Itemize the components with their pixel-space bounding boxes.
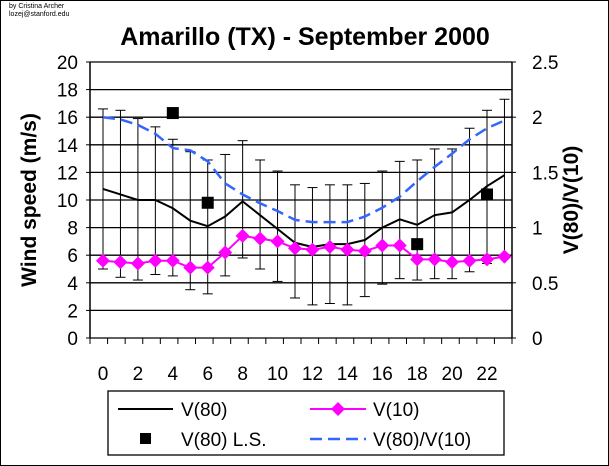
v10-point — [165, 253, 180, 268]
legend-v10-marker — [331, 402, 345, 416]
v80-ls-point — [201, 196, 214, 209]
y-tick-label: 0 — [67, 329, 78, 350]
y-tick-label: 20 — [57, 53, 78, 74]
v10-point — [253, 231, 268, 246]
x-tick-label: 8 — [237, 364, 248, 385]
legend-box — [107, 390, 505, 456]
y2-tick-label: 1 — [532, 219, 543, 240]
y2-tick-label: 0.5 — [532, 274, 558, 295]
x-tick-label: 10 — [267, 364, 288, 385]
v10-point — [375, 238, 390, 253]
v10-line — [102, 234, 505, 269]
credit-author: by Cristina Archer — [9, 3, 65, 10]
chart-title: Amarillo (TX) - September 2000 — [120, 23, 490, 51]
y2-tick-label: 0 — [532, 329, 543, 350]
y-tick-label: 10 — [57, 191, 78, 212]
y-tick-label: 2 — [67, 301, 78, 322]
x-tick-label: 2 — [133, 364, 144, 385]
v10-point — [130, 256, 145, 271]
v10-point — [322, 239, 337, 254]
y-tick-label: 4 — [67, 274, 78, 295]
y-tick-label: 18 — [57, 81, 78, 102]
x-tick-label: 16 — [372, 364, 393, 385]
x-tick-label: 22 — [476, 364, 497, 385]
ratio-line — [102, 115, 505, 224]
v10-point — [410, 252, 425, 267]
y2-tick-label: 2.5 — [532, 53, 558, 74]
v10-point — [113, 255, 128, 270]
legend-ls-swatch — [140, 433, 151, 444]
v80-ls-point — [166, 107, 179, 120]
y-tick-label: 6 — [67, 246, 78, 267]
y-tick-label: 14 — [57, 136, 79, 157]
x-tick-label: 20 — [442, 364, 463, 385]
x-tick-label: 12 — [302, 364, 323, 385]
v10-point — [148, 253, 163, 268]
v10-point — [357, 244, 372, 259]
v10-point — [305, 242, 320, 257]
y2-axis-title: V(80)/V(10) — [560, 146, 583, 255]
v10-point — [462, 253, 477, 268]
v10-point — [392, 238, 407, 253]
x-tick-label: 6 — [202, 364, 213, 385]
v10-point — [288, 241, 302, 256]
credit-text: by Cristina Archer lozej@stanford.edu — [9, 3, 69, 19]
y2-tick-label: 2 — [532, 108, 543, 129]
v10-point — [497, 249, 512, 264]
x-tick-label: 18 — [407, 364, 428, 385]
v10-point — [340, 242, 355, 257]
x-tick-label: 0 — [98, 364, 109, 385]
legend-v80-label: V(80) — [181, 400, 227, 421]
y2-tick-label: 1.5 — [532, 163, 558, 184]
v10-point — [235, 228, 250, 243]
v10-point — [183, 260, 198, 275]
v80-ls-point — [411, 238, 424, 251]
credit-email: lozej@stanford.edu — [9, 11, 70, 18]
v10-point — [200, 260, 215, 275]
v10-point — [480, 252, 494, 267]
v10-point — [96, 253, 110, 268]
y-tick-label: 8 — [67, 219, 78, 240]
v10-point — [427, 252, 442, 267]
v80-line — [102, 174, 505, 248]
v80-ls-point — [481, 188, 493, 201]
v10-point — [270, 234, 285, 249]
v10-point — [218, 245, 233, 260]
y-tick-label: 16 — [57, 108, 78, 129]
y-tick-label: 12 — [57, 163, 78, 184]
y-axis-title: Wind speed (m/s) — [18, 113, 41, 287]
x-tick-label: 4 — [168, 364, 179, 385]
legend-ls-label: V(80) L.S. — [181, 430, 267, 451]
legend-v10-label: V(10) — [373, 400, 419, 421]
v10-point — [445, 255, 460, 270]
legend-ratio-label: V(80)/V(10) — [373, 430, 471, 451]
x-tick-label: 14 — [337, 364, 359, 385]
